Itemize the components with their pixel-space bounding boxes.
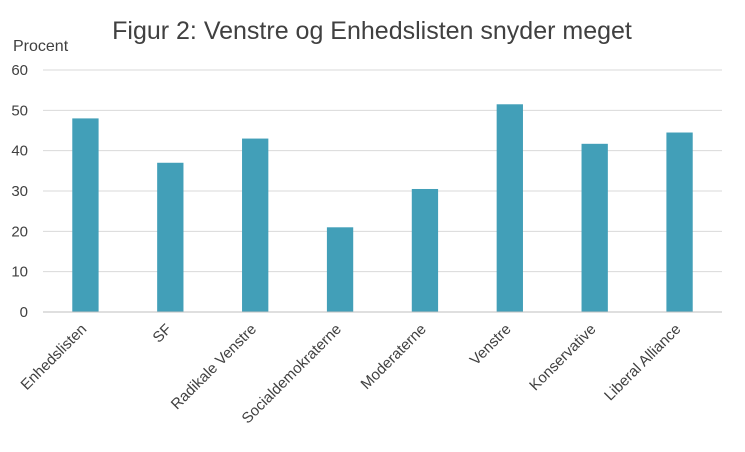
bars xyxy=(72,104,693,313)
category-label: SF xyxy=(150,321,176,347)
bar-sf xyxy=(157,162,184,312)
category-label: Konservative xyxy=(526,321,599,394)
y-tick-label: 20 xyxy=(11,223,28,240)
category-label: Enhedslisten xyxy=(18,321,91,394)
y-tick-labels: 0 10 20 30 40 50 60 xyxy=(11,62,28,321)
y-tick-label: 60 xyxy=(11,62,28,79)
y-tick-label: 50 xyxy=(11,102,28,119)
y-tick-label: 10 xyxy=(11,264,28,281)
category-label: Venstre xyxy=(467,321,515,369)
y-tick-label: 40 xyxy=(11,143,28,160)
bar-moderaterne xyxy=(411,188,439,312)
y-tick-label: 0 xyxy=(20,304,28,321)
bar-konservative xyxy=(581,143,608,312)
bar-socialdemokraterne xyxy=(326,227,354,312)
y-axis-label: Procent xyxy=(13,38,69,55)
bar-radikale-venstre xyxy=(242,138,269,312)
chart-title: Figur 2: Venstre og Enhedslisten snyder … xyxy=(112,17,632,45)
y-tick-label: 30 xyxy=(11,183,28,200)
bar-enhedslisten xyxy=(72,118,99,313)
bar-liberal-alliance xyxy=(666,132,693,312)
gridlines xyxy=(43,69,722,273)
category-label: Radikale Venstre xyxy=(168,321,260,413)
category-label: Moderaterne xyxy=(358,321,430,393)
bar-venstre xyxy=(496,104,523,313)
category-label: Liberal Alliance xyxy=(601,321,684,404)
